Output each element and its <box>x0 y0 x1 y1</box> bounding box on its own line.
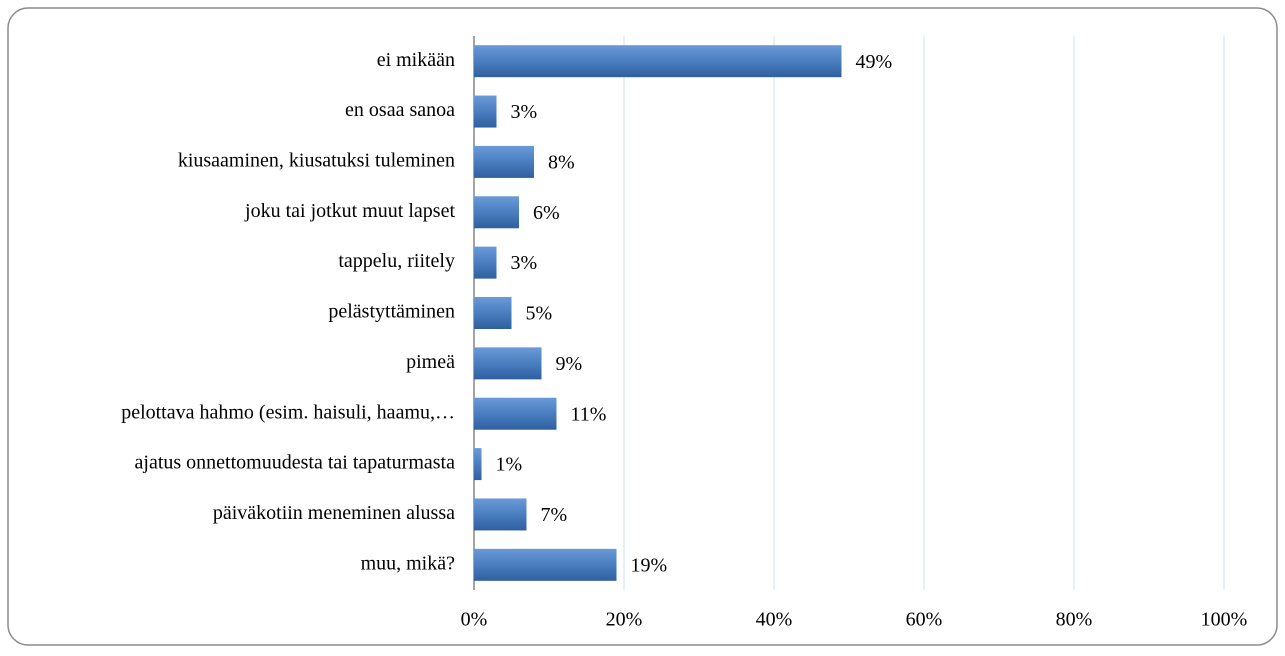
x-tick-label: 0% <box>461 609 488 631</box>
x-tick-label: 100% <box>1201 609 1248 631</box>
x-tick-label: 40% <box>756 609 793 631</box>
x-tick-label: 60% <box>906 609 943 631</box>
y-tick-label: pelästyttäminen <box>328 301 455 323</box>
bar <box>474 246 497 279</box>
value-label: 11% <box>571 403 607 425</box>
x-tick-label: 80% <box>1056 609 1093 631</box>
value-label: 19% <box>631 554 668 576</box>
y-tick-label: pelottava hahmo (esim. haisuli, haamu,… <box>121 401 455 423</box>
value-label: 49% <box>856 51 893 73</box>
bar <box>474 448 482 481</box>
bar <box>474 45 842 78</box>
value-label: 8% <box>548 152 575 174</box>
bar <box>474 548 617 581</box>
y-tick-label: päiväkotiin meneminen alussa <box>213 502 455 524</box>
bar <box>474 95 497 128</box>
bar <box>474 297 512 329</box>
value-label: 6% <box>533 202 560 224</box>
value-label: 1% <box>496 454 523 476</box>
x-tick-label: 20% <box>606 609 643 631</box>
bar <box>474 196 519 229</box>
value-label: 5% <box>526 303 553 325</box>
y-tick-label: ei mikään <box>377 49 455 71</box>
bar <box>474 498 527 531</box>
y-tick-label: en osaa sanoa <box>345 99 455 121</box>
value-label: 9% <box>556 353 583 375</box>
y-tick-label: ajatus onnettomuudesta tai tapaturmasta <box>135 452 456 474</box>
bar <box>474 397 557 430</box>
y-tick-label: kiusaaminen, kiusatuksi tuleminen <box>178 150 455 172</box>
bar <box>474 347 542 380</box>
y-tick-label: tappelu, riitely <box>338 250 455 272</box>
value-label: 7% <box>541 504 568 526</box>
y-tick-label: joku tai jotkut muut lapset <box>244 200 455 222</box>
y-tick-label: muu, mikä? <box>361 552 456 574</box>
value-label: 3% <box>511 252 538 274</box>
bar <box>474 145 534 178</box>
value-label: 3% <box>511 101 538 123</box>
chart-frame <box>7 7 1278 646</box>
y-tick-label: pimeä <box>406 351 455 373</box>
